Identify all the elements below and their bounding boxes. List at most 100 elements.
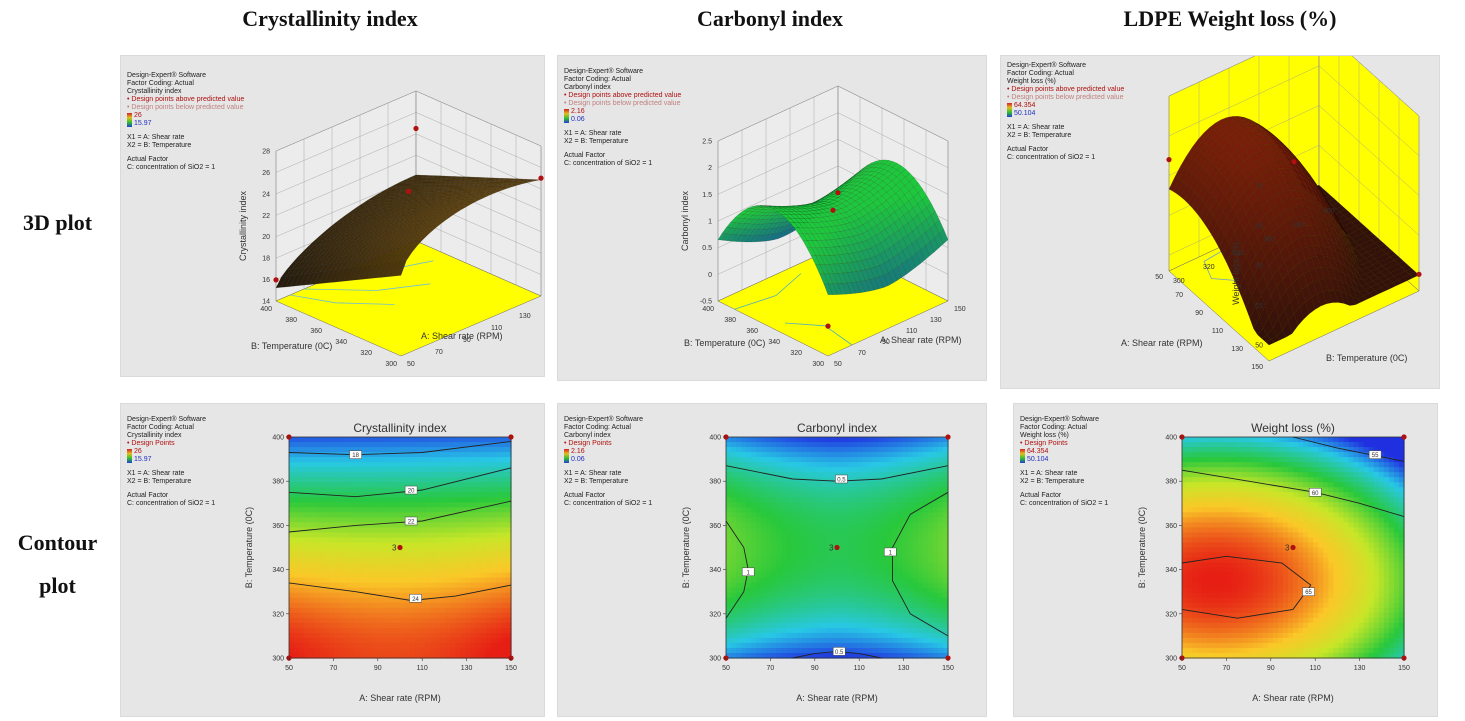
heat-cell [319,532,325,539]
heat-cell [455,542,462,549]
heat-cell [450,467,457,473]
heat-cell [475,652,482,659]
heat-cell [294,537,300,544]
heat-cell [304,467,310,473]
heat-cell [329,557,336,564]
surface-cell [411,239,423,247]
heat-cell [329,552,336,559]
heat-cell [289,497,295,503]
heat-cell [400,472,406,478]
heat-cell [470,602,477,609]
heat-cell [505,497,512,503]
heat-cell [415,602,421,609]
heat-cell [394,647,401,654]
surface-cell [429,196,440,200]
heat-cell [354,642,361,649]
heat-cell [389,462,396,468]
heat-cell [796,507,803,513]
heat-cell [394,607,401,614]
heat-cell [294,652,300,659]
heat-cell [339,467,346,473]
heat-cell [796,477,803,483]
heat-cell [384,542,391,549]
heat-cell [324,497,330,503]
heat-cell [374,472,381,478]
heat-cell [490,437,497,443]
heat-cell [379,597,386,604]
heat-cell [440,472,447,478]
surface-cell [842,191,852,197]
surface-cell [768,227,778,235]
heat-cell [781,627,788,634]
heat-cell [384,517,391,523]
heat-cell [354,537,361,544]
heat-cell [485,487,492,493]
heat-cell [344,507,351,513]
surface-cell [417,207,428,212]
heat-cell [430,502,436,508]
heat-cell [309,472,315,478]
heat-cell [731,567,737,574]
heat-cell [349,492,356,498]
heat-cell [349,537,356,544]
y-tick-label: 400 [272,435,284,442]
surface-cell [879,159,890,165]
heat-cell [500,587,507,594]
heat-cell [480,507,487,513]
heat-cell [440,542,447,549]
heat-cell [500,472,507,478]
heat-cell [430,562,436,569]
heat-cell [746,612,752,619]
heat-cell [791,622,798,629]
heat-cell [314,592,320,599]
heat-cell [766,537,773,544]
heat-cell [314,552,320,559]
heat-cell [470,497,477,503]
heat-cell [319,612,325,619]
heat-cell [304,497,310,503]
heat-cell [791,562,798,569]
heat-cell [369,627,376,634]
heat-cell [756,592,762,599]
heat-cell [319,507,325,513]
heat-cell [751,522,757,529]
b-tick-label: 360 [746,328,758,335]
heat-cell [344,527,351,534]
heat-cell [505,617,512,624]
heat-cell [299,532,305,539]
heat-cell [781,652,788,659]
heat-cell [776,592,783,599]
heat-cell [455,607,462,614]
heat-cell [379,567,386,574]
surface-cell [294,273,306,287]
heat-cell [786,447,793,453]
heat-cell [299,462,305,468]
heat-cell [505,532,512,539]
heat-cell [751,502,757,508]
heat-cell [425,547,431,554]
heat-cell [761,552,767,559]
surface-cell [1328,290,1339,303]
heat-cell [806,487,813,493]
heat-cell [460,437,467,443]
heat-cell [786,547,793,554]
surface-cell [839,230,850,239]
heat-cell [470,482,477,488]
heat-cell [746,437,752,443]
heat-cell [384,582,391,589]
heat-cell [796,567,803,574]
heat-cell [425,562,431,569]
heat-cell [405,592,411,599]
heat-cell [334,597,341,604]
heat-cell [761,547,767,554]
heat-cell [465,492,472,498]
surface-cell [865,180,875,186]
heat-cell [304,437,310,443]
heat-cell [746,507,752,513]
heat-cell [410,637,416,644]
heat-cell [430,492,436,498]
heat-cell [470,642,477,649]
surface-cell [763,223,773,230]
heat-cell [771,557,778,564]
heat-cell [731,457,737,463]
